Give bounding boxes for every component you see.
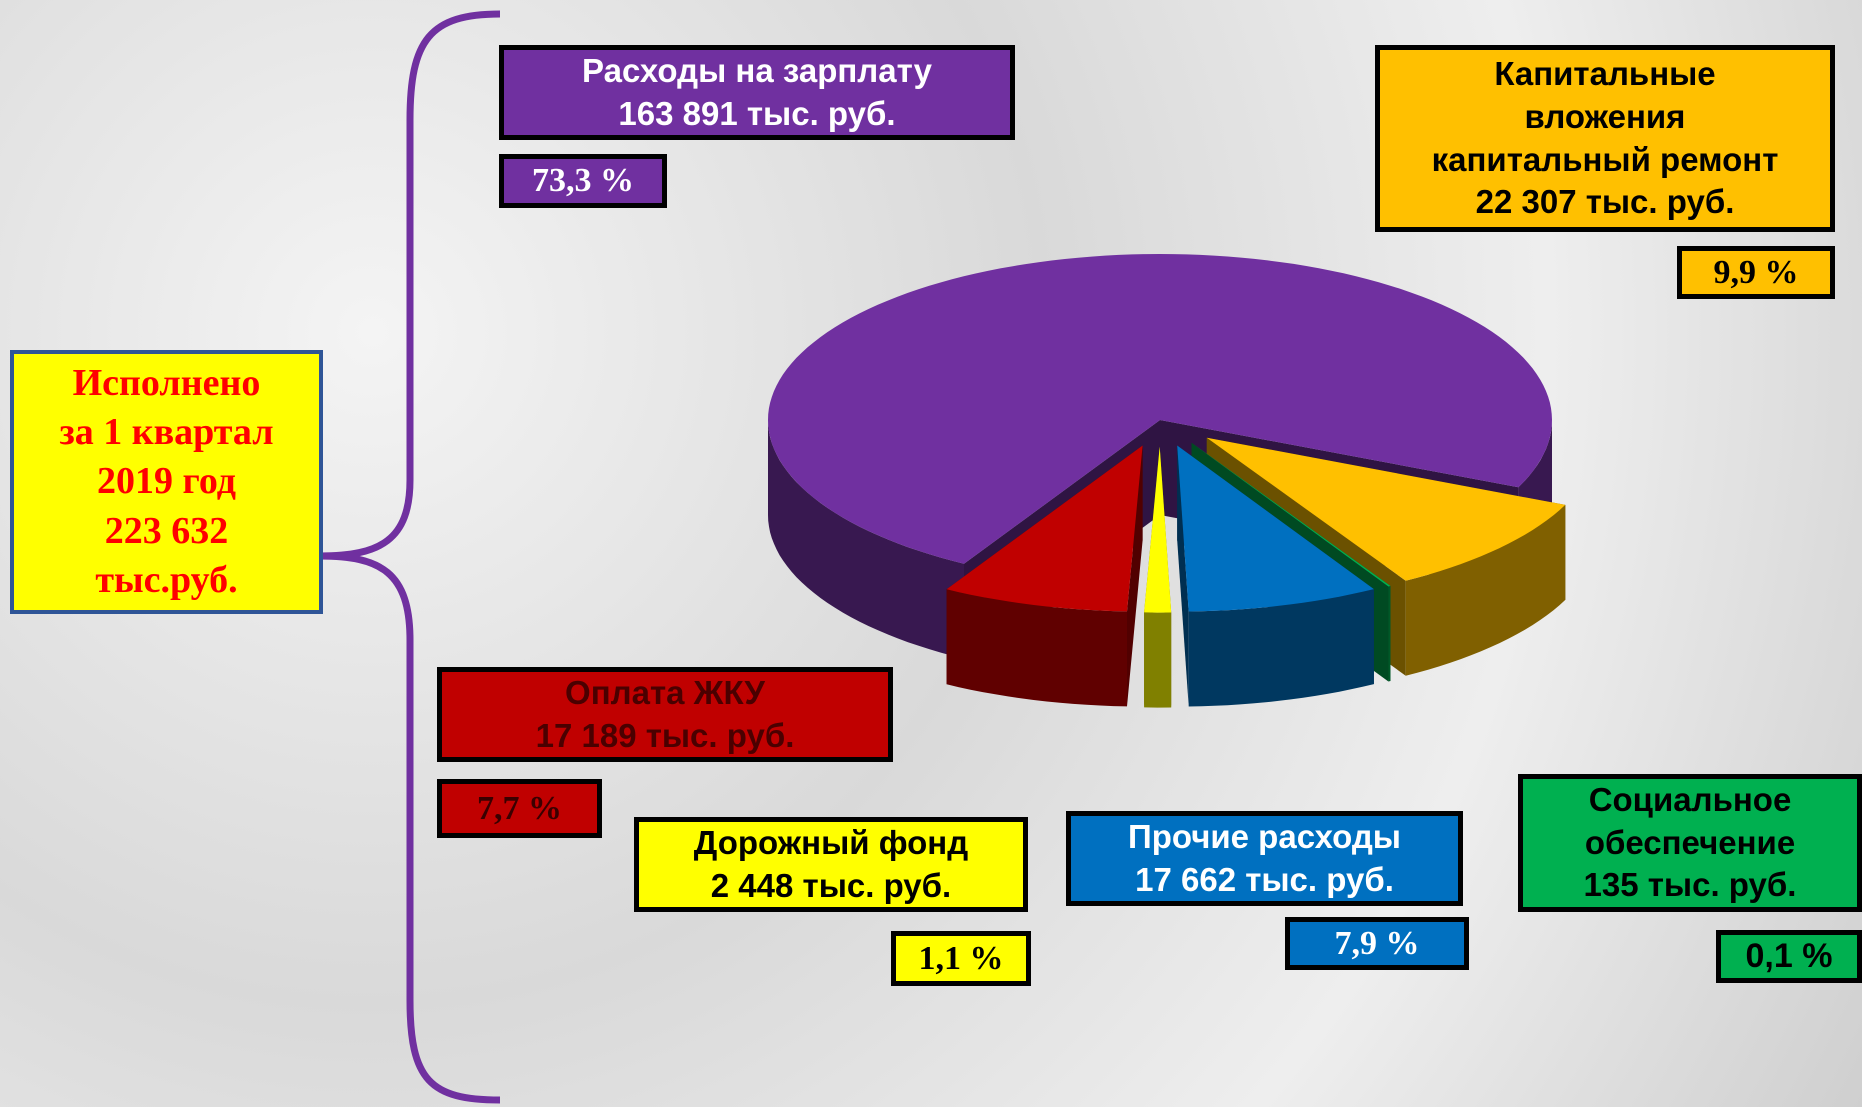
label-box: Расходы на зарплату 163 891 тыс. руб. [499,45,1015,140]
percent-box: 1,1 % [891,931,1031,986]
slice-wall [1188,589,1374,707]
value-label: 1,1 % [918,939,1004,977]
amount-label: 2 448 тыс. руб. [710,866,952,904]
percent-box: 7,7 % [437,779,602,838]
category-label: Капитальные вложения капитальный ремонт [1431,54,1779,178]
label-box: Прочие расходы 17 662 тыс. руб. [1066,811,1463,906]
value-label: 73,3 % [532,162,634,199]
slice [1206,437,1566,581]
amount-label: 17 189 тыс. руб. [535,716,795,754]
slice-wall [1405,504,1566,676]
slice-side [1177,445,1189,707]
slice-wall [1388,586,1391,682]
label-text: Оплата ЖКУ 17 189 тыс. руб. [536,672,795,758]
percent-box: 7,9 % [1285,917,1469,970]
label-box: Оплата ЖКУ 17 189 тыс. руб. [437,667,893,762]
slice [768,254,1552,564]
slice-wall [946,589,1127,707]
slice-wall [1144,612,1172,708]
label-box: Дорожный фонд 2 448 тыс. руб. [634,817,1028,912]
label-text: Расходы на зарплату 163 891 тыс. руб. [582,50,932,136]
amount-label: 17 662 тыс. руб. [1135,860,1394,898]
slice [1177,445,1374,612]
category-label: Дорожный фонд [693,823,969,861]
amount-label: 22 307 тыс. руб. [1475,183,1735,221]
value-label: 7,7 % [477,789,562,827]
label-text: Прочие расходы 17 662 тыс. руб. [1128,816,1401,902]
slice-wall [768,420,964,659]
value-label: 7,9 % [1334,924,1420,962]
label-box: Капитальные вложения капитальный ремонт … [1375,45,1835,232]
percent-box: 9,9 % [1677,246,1835,299]
percent-box: 73,3 % [499,154,667,208]
value-label: 9,9 % [1713,253,1799,291]
percent-box: 0,1 % [1716,930,1862,983]
label-text: Дорожный фонд 2 448 тыс. руб. [694,822,968,908]
label-box: Социальное обеспечение 135 тыс. руб. [1518,774,1862,912]
brace [319,10,501,1104]
amount-label: 135 тыс. руб. [1583,866,1797,904]
slice [1144,446,1172,613]
amount-label: 163 891 тыс. руб. [618,94,896,132]
label-text: Капитальные вложения капитальный ремонт … [1432,53,1779,225]
label-text: Социальное обеспечение 135 тыс. руб. [1584,779,1797,908]
total-box: Исполнено за 1 квартал 2019 год 223 632 … [10,350,323,614]
category-label: Оплата ЖКУ [565,673,765,711]
category-label: Социальное обеспечение [1584,780,1796,861]
category-label: Расходы на зарплату [582,51,932,89]
slice [1191,442,1391,587]
slice [946,445,1143,612]
value-label: 0,1 % [1745,937,1833,975]
category-label: Прочие расходы [1128,817,1401,855]
